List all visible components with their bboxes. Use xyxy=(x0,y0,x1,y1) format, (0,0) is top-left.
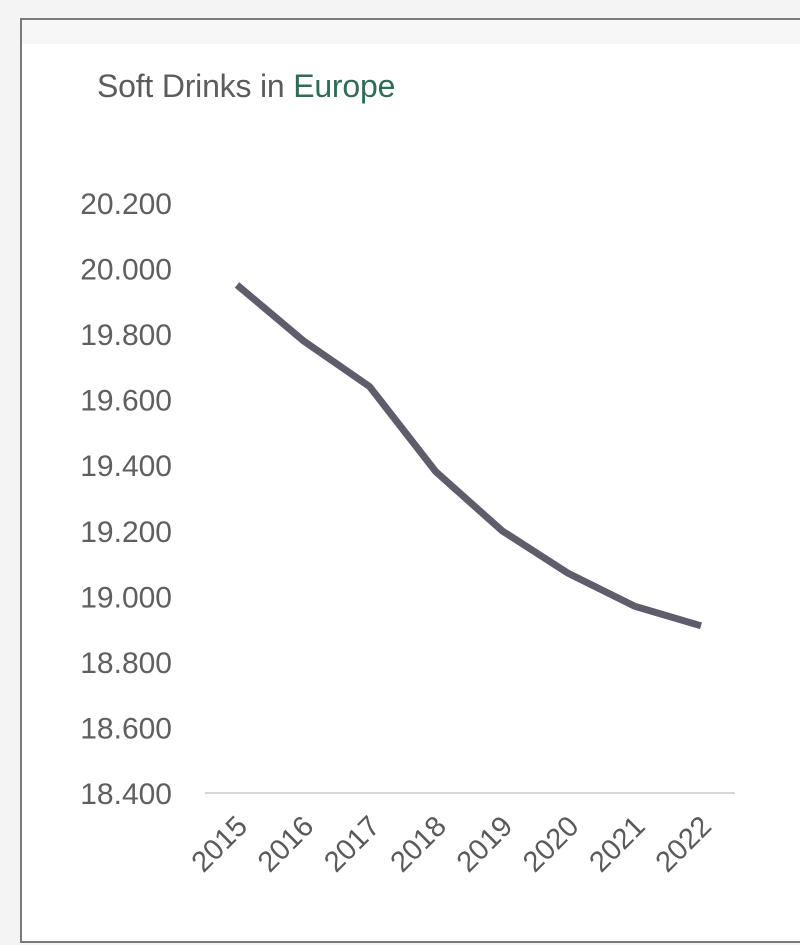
y-tick-label: 18.600 xyxy=(80,712,172,745)
x-tick-label: 2021 xyxy=(583,810,651,878)
x-tick-label: 2018 xyxy=(385,810,453,878)
x-tick-label: 2020 xyxy=(517,810,585,878)
x-tick-label: 2016 xyxy=(252,810,320,878)
x-tick-label: 2017 xyxy=(318,810,386,878)
y-tick-label: 19.400 xyxy=(80,450,172,483)
y-axis-ticks: 20.200 20.000 19.800 19.600 19.400 19.200 19.0… xyxy=(80,188,172,811)
chart-title-prefix: Soft Drinks in xyxy=(97,68,285,104)
x-tick-label: 2022 xyxy=(650,810,718,878)
y-tick-label: 18.800 xyxy=(80,647,172,680)
chart-title-accent: Europe xyxy=(293,68,396,104)
x-tick-label: 2015 xyxy=(186,810,254,878)
card-header-strip xyxy=(22,20,800,44)
y-tick-label: 19.600 xyxy=(80,385,172,418)
y-tick-label: 19.800 xyxy=(80,319,172,352)
chart-card: Soft Drinks in Europe xyxy=(20,18,800,943)
x-tick-label: 2019 xyxy=(451,810,519,878)
y-tick-label: 19.000 xyxy=(80,581,172,614)
y-tick-label: 20.000 xyxy=(80,254,172,287)
chart-title: Soft Drinks in Europe xyxy=(97,68,395,105)
y-tick-label: 19.200 xyxy=(80,516,172,549)
y-tick-label: 18.400 xyxy=(80,778,172,811)
y-tick-label: 20.200 xyxy=(80,188,172,221)
series-line xyxy=(234,282,702,630)
